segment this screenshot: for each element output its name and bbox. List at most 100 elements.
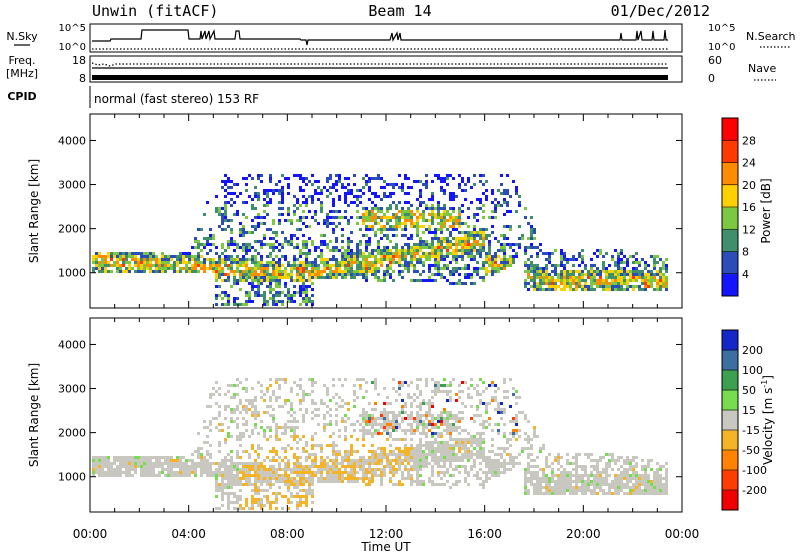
velocity-cell — [224, 492, 227, 495]
power-cell — [422, 255, 425, 258]
power-cell — [632, 276, 635, 279]
velocity-cell — [209, 456, 212, 459]
velocity-cell — [380, 462, 383, 465]
velocity-cell — [353, 429, 356, 432]
velocity-cell — [254, 417, 257, 420]
velocity-cell — [416, 447, 419, 450]
power-cell — [443, 267, 446, 270]
velocity-cell — [452, 474, 455, 477]
power-cell — [575, 276, 578, 279]
velocity-cell — [638, 492, 641, 495]
power-cell — [494, 261, 497, 264]
power-cell — [266, 192, 269, 195]
velocity-cell — [449, 384, 452, 387]
power-cell — [551, 270, 554, 273]
power-cell — [413, 222, 416, 225]
power-cell — [269, 243, 272, 246]
power-cell — [443, 222, 446, 225]
velocity-cell — [416, 423, 419, 426]
velocity-cell — [416, 465, 419, 468]
power-cell — [287, 183, 290, 186]
velocity-cell — [398, 384, 401, 387]
velocity-cell — [119, 462, 122, 465]
velocity-cell — [392, 450, 395, 453]
velocity-cell — [608, 492, 611, 495]
power-cell — [182, 267, 185, 270]
power-cell — [152, 252, 155, 255]
velocity-cell — [359, 456, 362, 459]
power-cell — [338, 180, 341, 183]
velocity-cell — [380, 456, 383, 459]
velocity-cell — [266, 387, 269, 390]
velocity-cell — [395, 417, 398, 420]
velocity-cell — [494, 390, 497, 393]
power-cell — [260, 246, 263, 249]
power-cell — [242, 246, 245, 249]
power-cell — [551, 264, 554, 267]
velocity-cell — [332, 465, 335, 468]
velocity-cell — [632, 456, 635, 459]
velocity-cell — [410, 402, 413, 405]
velocity-cell — [530, 483, 533, 486]
velocity-cell — [308, 456, 311, 459]
power-cell — [629, 255, 632, 258]
velocity-cell — [287, 474, 290, 477]
power-colorbar-label: 12 — [742, 223, 756, 236]
velocity-cell — [599, 459, 602, 462]
velocity-cell — [407, 471, 410, 474]
power-cell — [290, 279, 293, 282]
power-cell — [614, 249, 617, 252]
power-cell — [659, 258, 662, 261]
velocity-cell — [500, 465, 503, 468]
power-cell — [593, 288, 596, 291]
velocity-cell — [314, 381, 317, 384]
power-cell — [293, 264, 296, 267]
velocity-cell — [422, 450, 425, 453]
power-cell — [434, 279, 437, 282]
velocity-cell — [440, 444, 443, 447]
power-cell — [179, 261, 182, 264]
velocity-cell — [419, 480, 422, 483]
velocity-cell — [392, 411, 395, 414]
power-cell — [275, 273, 278, 276]
velocity-cell — [197, 456, 200, 459]
power-cell — [113, 261, 116, 264]
velocity-cell — [491, 396, 494, 399]
velocity-cell — [344, 477, 347, 480]
power-cell — [626, 258, 629, 261]
velocity-cell — [527, 477, 530, 480]
velocity-cell — [407, 450, 410, 453]
power-cell — [95, 261, 98, 264]
power-cell — [158, 270, 161, 273]
velocity-cell — [560, 480, 563, 483]
velocity-cell — [203, 471, 206, 474]
power-cell — [470, 255, 473, 258]
velocity-cell — [173, 462, 176, 465]
velocity-cell — [626, 486, 629, 489]
velocity-cell — [635, 489, 638, 492]
power-cell — [311, 243, 314, 246]
velocity-cell — [494, 459, 497, 462]
velocity-cell — [302, 450, 305, 453]
velocity-cell — [521, 411, 524, 414]
velocity-cell — [356, 465, 359, 468]
velocity-cell — [449, 456, 452, 459]
power-cell — [374, 231, 377, 234]
velocity-cell — [254, 450, 257, 453]
velocity-cell — [605, 477, 608, 480]
velocity-cell — [287, 486, 290, 489]
power-cell — [593, 276, 596, 279]
power-cell — [320, 192, 323, 195]
power-cell — [311, 198, 314, 201]
velocity-cell — [626, 459, 629, 462]
power-cell — [473, 231, 476, 234]
power-cell — [281, 207, 284, 210]
power-cell — [227, 258, 230, 261]
velocity-cell — [635, 465, 638, 468]
power-cell — [656, 270, 659, 273]
power-cell — [263, 300, 266, 303]
velocity-cell — [593, 477, 596, 480]
velocity-cell — [215, 480, 218, 483]
power-cell — [452, 195, 455, 198]
velocity-cell — [347, 465, 350, 468]
